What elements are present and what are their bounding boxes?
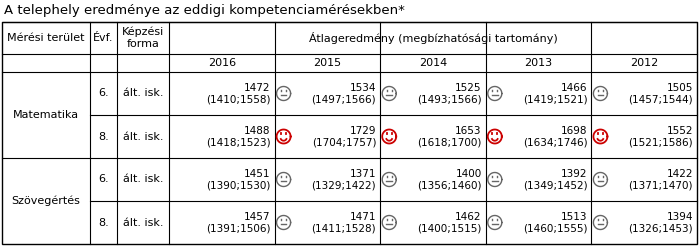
Text: 1471
(1411;1528): 1471 (1411;1528) bbox=[312, 212, 376, 233]
Text: Mérési terület: Mérési terület bbox=[7, 33, 85, 43]
Text: 1525
(1493;1566): 1525 (1493;1566) bbox=[417, 83, 482, 104]
Text: 1457
(1391;1506): 1457 (1391;1506) bbox=[206, 212, 271, 233]
Text: ált. isk.: ált. isk. bbox=[123, 89, 164, 98]
Text: 1552
(1521;1586): 1552 (1521;1586) bbox=[628, 126, 693, 147]
Text: 1422
(1371;1470): 1422 (1371;1470) bbox=[628, 169, 693, 190]
Text: 6.: 6. bbox=[98, 174, 109, 184]
Text: 1462
(1400;1515): 1462 (1400;1515) bbox=[417, 212, 482, 233]
Text: 2015: 2015 bbox=[313, 58, 342, 68]
Text: 1371
(1329;1422): 1371 (1329;1422) bbox=[312, 169, 376, 190]
Text: Átlageredmény (megbízhatósági tartomány): Átlageredmény (megbízhatósági tartomány) bbox=[309, 32, 557, 44]
Text: 1653
(1618;1700): 1653 (1618;1700) bbox=[417, 126, 482, 147]
Text: 2013: 2013 bbox=[524, 58, 553, 68]
Text: 8.: 8. bbox=[98, 217, 109, 228]
Text: 1394
(1326;1453): 1394 (1326;1453) bbox=[628, 212, 693, 233]
Text: 1466
(1419;1521): 1466 (1419;1521) bbox=[523, 83, 587, 104]
Text: 1534
(1497;1566): 1534 (1497;1566) bbox=[312, 83, 376, 104]
Text: ált. isk.: ált. isk. bbox=[123, 174, 164, 184]
Text: 2016: 2016 bbox=[208, 58, 236, 68]
Text: 1698
(1634;1746): 1698 (1634;1746) bbox=[523, 126, 587, 147]
Text: 2014: 2014 bbox=[419, 58, 447, 68]
Text: 1505
(1457;1544): 1505 (1457;1544) bbox=[628, 83, 693, 104]
Text: 1392
(1349;1452): 1392 (1349;1452) bbox=[523, 169, 587, 190]
Text: 6.: 6. bbox=[98, 89, 109, 98]
Text: 1400
(1356;1460): 1400 (1356;1460) bbox=[417, 169, 482, 190]
Text: 1472
(1410;1558): 1472 (1410;1558) bbox=[206, 83, 271, 104]
Text: Matematika: Matematika bbox=[13, 110, 79, 120]
Text: A telephely eredménye az eddigi kompetenciamérésekben*: A telephely eredménye az eddigi kompeten… bbox=[4, 4, 405, 17]
Text: Szövegértés: Szövegértés bbox=[12, 196, 80, 206]
Text: ált. isk.: ált. isk. bbox=[123, 217, 164, 228]
Text: 1729
(1704;1757): 1729 (1704;1757) bbox=[312, 126, 376, 147]
Text: 1488
(1418;1523): 1488 (1418;1523) bbox=[206, 126, 271, 147]
Text: Képzési
forma: Képzési forma bbox=[122, 27, 164, 49]
Text: 2012: 2012 bbox=[630, 58, 658, 68]
Text: Évf.: Évf. bbox=[93, 33, 114, 43]
Text: 1513
(1460;1555): 1513 (1460;1555) bbox=[523, 212, 587, 233]
Text: 8.: 8. bbox=[98, 132, 109, 141]
Text: 1451
(1390;1530): 1451 (1390;1530) bbox=[206, 169, 271, 190]
Text: ált. isk.: ált. isk. bbox=[123, 132, 164, 141]
